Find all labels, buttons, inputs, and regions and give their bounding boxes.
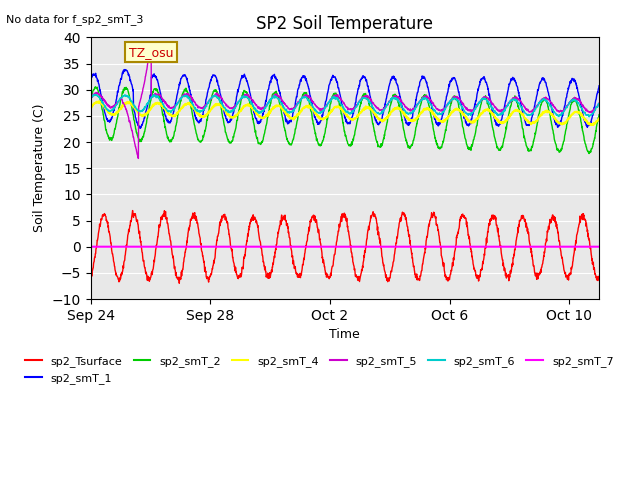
- sp2_smT_1: [232, 97, 240, 103]
- sp2_Tsurface: [232, 268, 240, 274]
- sp2_smT_2: [319, 137, 327, 143]
- sp2_smT_5: [131, 139, 138, 144]
- sp2_smT_6: [319, 108, 327, 113]
- sp2_Tsurface: [129, 208, 136, 214]
- Line: sp2_smT_5: sp2_smT_5: [90, 45, 599, 158]
- sp2_Tsurface: [86, 273, 94, 279]
- sp2_smT_7: [86, 244, 94, 250]
- sp2_smT_1: [595, 83, 603, 89]
- Line: sp2_smT_1: sp2_smT_1: [90, 70, 599, 128]
- sp2_smT_5: [319, 106, 327, 111]
- sp2_smT_6: [86, 96, 94, 101]
- sp2_Tsurface: [271, 253, 278, 259]
- sp2_Tsurface: [175, 280, 183, 286]
- sp2_smT_7: [428, 244, 435, 250]
- sp2_smT_6: [270, 94, 278, 99]
- sp2_smT_1: [280, 107, 287, 113]
- sp2_smT_4: [279, 108, 287, 113]
- Text: No data for f_sp2_smT_3: No data for f_sp2_smT_3: [6, 14, 144, 25]
- sp2_smT_4: [319, 116, 327, 122]
- X-axis label: Time: Time: [330, 328, 360, 341]
- sp2_smT_4: [595, 116, 603, 121]
- sp2_Tsurface: [595, 274, 603, 280]
- sp2_smT_5: [428, 99, 436, 105]
- sp2_smT_5: [134, 156, 142, 161]
- sp2_smT_7: [595, 244, 603, 250]
- sp2_smT_2: [270, 90, 278, 96]
- Title: SP2 Soil Temperature: SP2 Soil Temperature: [256, 15, 433, 33]
- sp2_Tsurface: [428, 212, 436, 218]
- sp2_smT_6: [428, 103, 435, 109]
- sp2_smT_1: [86, 79, 94, 84]
- sp2_smT_1: [131, 110, 139, 116]
- sp2_smT_4: [428, 108, 435, 114]
- sp2_smT_2: [585, 151, 593, 156]
- Y-axis label: Soil Temperature (C): Soil Temperature (C): [33, 104, 46, 232]
- Text: TZ_osu: TZ_osu: [129, 46, 173, 59]
- sp2_Tsurface: [319, 257, 327, 263]
- sp2_smT_4: [95, 99, 102, 105]
- sp2_smT_4: [270, 105, 278, 110]
- sp2_smT_2: [279, 118, 287, 123]
- Line: sp2_smT_6: sp2_smT_6: [90, 95, 599, 117]
- sp2_smT_4: [131, 105, 139, 111]
- sp2_smT_7: [131, 244, 138, 250]
- sp2_smT_1: [137, 125, 145, 131]
- Line: sp2_smT_2: sp2_smT_2: [90, 87, 599, 154]
- sp2_smT_5: [147, 42, 155, 48]
- sp2_smT_2: [131, 121, 139, 127]
- sp2_smT_7: [319, 244, 326, 250]
- sp2_smT_4: [232, 113, 240, 119]
- sp2_smT_6: [131, 104, 139, 110]
- Legend: sp2_Tsurface, sp2_smT_1, sp2_smT_2, sp2_smT_4, sp2_smT_5, sp2_smT_6, sp2_smT_7: sp2_Tsurface, sp2_smT_1, sp2_smT_2, sp2_…: [20, 352, 618, 388]
- sp2_smT_2: [428, 115, 435, 120]
- sp2_smT_1: [120, 67, 128, 72]
- sp2_smT_1: [271, 72, 278, 77]
- sp2_smT_1: [428, 105, 436, 111]
- sp2_smT_7: [232, 244, 239, 250]
- sp2_Tsurface: [131, 213, 139, 218]
- sp2_smT_5: [86, 95, 94, 100]
- sp2_smT_5: [232, 102, 240, 108]
- sp2_smT_2: [232, 125, 240, 131]
- Line: sp2_Tsurface: sp2_Tsurface: [90, 211, 599, 283]
- sp2_smT_5: [271, 93, 278, 99]
- sp2_smT_6: [92, 92, 99, 97]
- sp2_smT_7: [279, 244, 287, 250]
- sp2_smT_1: [319, 108, 327, 114]
- Line: sp2_smT_4: sp2_smT_4: [90, 102, 599, 125]
- sp2_smT_2: [595, 112, 603, 118]
- sp2_smT_6: [232, 104, 240, 109]
- sp2_smT_4: [86, 105, 94, 111]
- sp2_smT_4: [588, 122, 596, 128]
- sp2_smT_5: [595, 100, 603, 106]
- sp2_smT_6: [279, 104, 287, 110]
- sp2_smT_7: [270, 244, 278, 250]
- sp2_Tsurface: [280, 216, 287, 221]
- sp2_smT_6: [595, 101, 603, 107]
- sp2_smT_2: [92, 84, 99, 90]
- sp2_smT_2: [86, 98, 94, 104]
- sp2_smT_5: [280, 99, 287, 105]
- sp2_smT_6: [586, 114, 593, 120]
